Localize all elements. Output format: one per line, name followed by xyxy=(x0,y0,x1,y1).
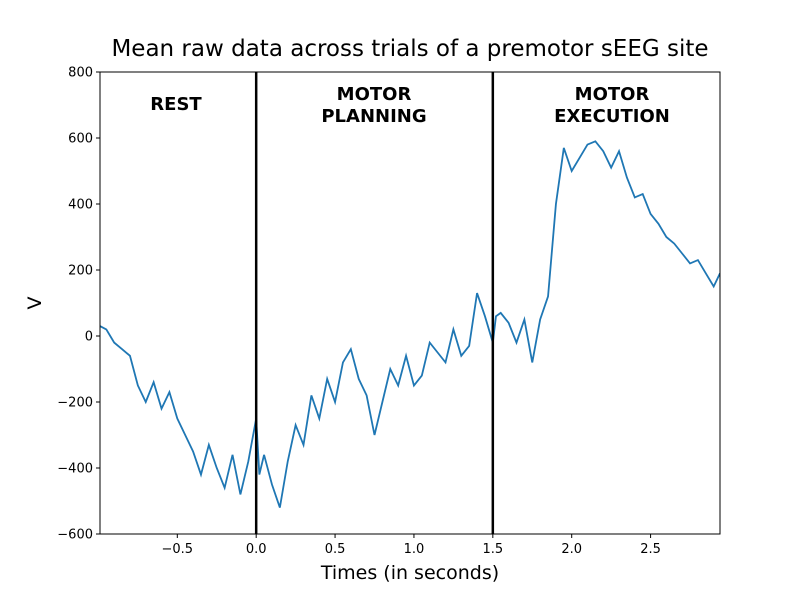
data-line xyxy=(100,140,720,508)
phase-label: PLANNING xyxy=(321,106,426,127)
x-tick-label: 2.5 xyxy=(640,542,661,557)
y-tick-label: −200 xyxy=(57,396,93,411)
x-tick-label: 1.0 xyxy=(404,542,425,557)
y-tick-label: 0 xyxy=(85,330,93,345)
plot-frame xyxy=(99,71,721,535)
phase-label: MOTOR xyxy=(337,84,412,105)
x-axis-label: Times (in seconds) xyxy=(320,562,499,584)
y-tick-label: 200 xyxy=(68,264,93,279)
y-tick-label: −600 xyxy=(57,528,93,543)
y-tick-label: 800 xyxy=(68,66,93,81)
phase-label: MOTOR xyxy=(575,84,650,105)
x-tick-label: 0.0 xyxy=(246,542,267,557)
x-tick-label: 0.5 xyxy=(325,542,346,557)
phase-label: EXECUTION xyxy=(554,106,670,127)
y-tick-label: 600 xyxy=(68,132,93,147)
y-axis-label: V xyxy=(24,297,46,310)
y-tick-label: 400 xyxy=(68,198,93,213)
x-tick-label: −0.5 xyxy=(162,542,194,557)
x-tick-label: 1.5 xyxy=(482,542,503,557)
phase-label: REST xyxy=(150,94,202,115)
y-tick-label: −400 xyxy=(57,462,93,477)
chart-title: Mean raw data across trials of a premoto… xyxy=(111,36,708,62)
x-tick-label: 2.0 xyxy=(561,542,582,557)
